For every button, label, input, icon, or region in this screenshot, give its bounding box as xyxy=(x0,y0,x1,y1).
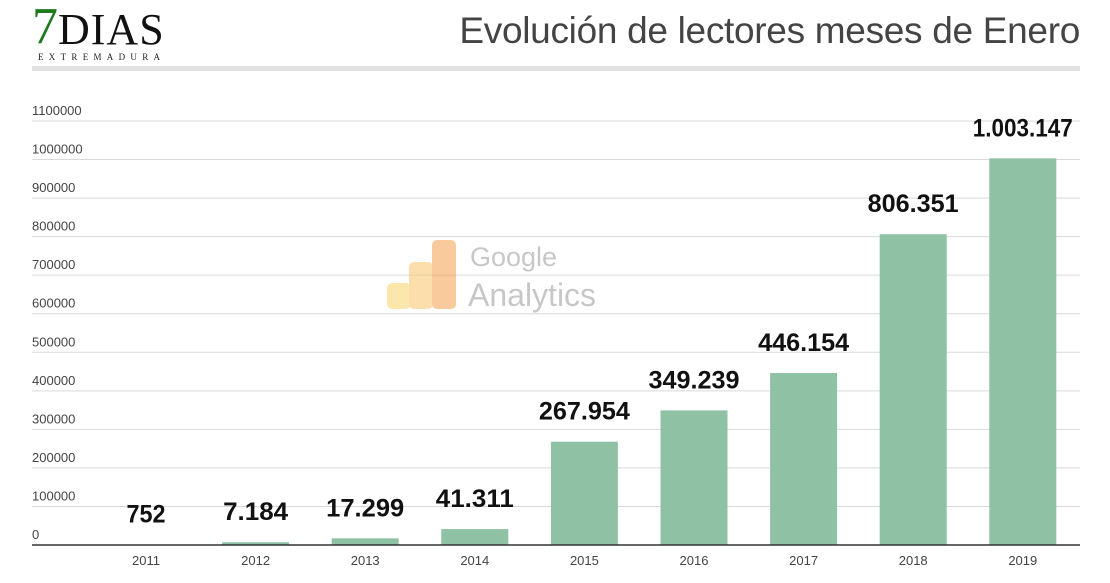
bar-2014 xyxy=(441,529,509,545)
ga-logo-bar-tall xyxy=(432,240,456,309)
logo-seven: 7 xyxy=(32,0,58,55)
google-analytics-watermark: Google Analytics xyxy=(387,240,596,313)
data-label: 41.311 xyxy=(436,485,514,513)
x-tick-labels: 2011 2012 2013 2014 2015 2016 2017 2018 2019 xyxy=(132,553,1037,568)
bar-2018 xyxy=(879,234,947,545)
x-tick-label: 2012 xyxy=(241,553,270,568)
x-tick-label: 2018 xyxy=(899,553,928,568)
y-tick-label: 0 xyxy=(32,527,39,542)
y-tick-label: 700000 xyxy=(32,257,75,272)
bar-2015 xyxy=(550,441,618,545)
data-label: 446.154 xyxy=(758,329,849,357)
data-labels: 752 7.184 17.299 41.311 267.954 349.239 446.15… xyxy=(127,114,1073,528)
x-tick-label: 2011 xyxy=(132,553,160,568)
x-tick-label: 2015 xyxy=(570,553,599,568)
ga-logo-bar-small xyxy=(387,283,411,309)
y-tick-label: 500000 xyxy=(32,334,75,349)
x-tick-label: 2014 xyxy=(460,553,489,568)
y-tick-labels: 0 100000 200000 300000 400000 500000 600000 700… xyxy=(32,103,83,542)
chart-title: Evolución de lectores meses de Enero xyxy=(459,10,1080,51)
logo-subtitle: EXTREMADURA xyxy=(38,52,166,62)
watermark-analytics: Analytics xyxy=(468,277,596,313)
x-tick-label: 2013 xyxy=(351,553,380,568)
logo-wordmark: 7 DIAS xyxy=(32,0,165,55)
bars xyxy=(112,158,1057,546)
title-divider xyxy=(32,66,1080,71)
x-tick-label: 2019 xyxy=(1008,553,1037,568)
data-label: 7.184 xyxy=(223,498,288,526)
bar-2019 xyxy=(989,158,1057,545)
y-tick-label: 300000 xyxy=(32,411,75,426)
data-label: 806.351 xyxy=(868,190,959,218)
bar-2017 xyxy=(770,373,838,545)
y-tick-label: 200000 xyxy=(32,450,75,465)
data-label: 267.954 xyxy=(539,398,630,426)
bar-2013 xyxy=(331,538,399,545)
y-tick-label: 100000 xyxy=(32,488,75,503)
watermark-google: Google xyxy=(470,242,557,272)
data-label: 1.003.147 xyxy=(973,114,1073,142)
y-tick-label: 600000 xyxy=(32,296,75,311)
bar-2016 xyxy=(660,410,728,545)
x-tick-label: 2017 xyxy=(789,553,818,568)
y-tick-label: 800000 xyxy=(32,219,75,234)
logo: 7 DIAS EXTREMADURA xyxy=(32,0,166,63)
y-tick-label: 900000 xyxy=(32,180,75,195)
bar-2012 xyxy=(222,542,290,545)
data-label: 752 xyxy=(127,501,166,529)
logo-dias: DIAS xyxy=(58,5,165,54)
data-label: 17.299 xyxy=(326,494,404,522)
y-tick-label: 400000 xyxy=(32,373,75,388)
x-tick-label: 2016 xyxy=(680,553,709,568)
ga-logo-bar-mid xyxy=(409,262,433,309)
y-tick-label: 1000000 xyxy=(32,142,83,157)
data-label: 349.239 xyxy=(649,366,740,394)
y-tick-label: 1100000 xyxy=(32,103,82,118)
